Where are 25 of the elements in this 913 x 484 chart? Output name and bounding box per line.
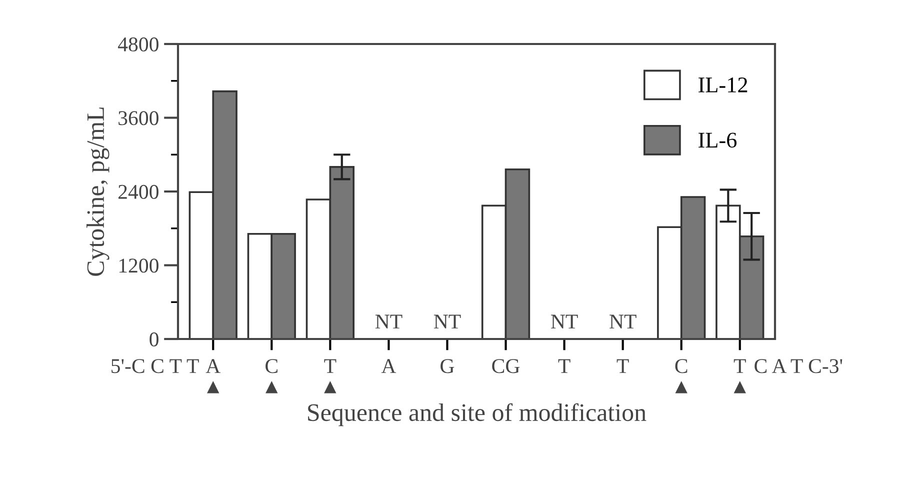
text: NT [375,314,402,328]
y-tick-label: 0 [150,332,158,346]
x-tick-label: T [558,359,570,373]
text: NT [610,314,636,328]
x-tick-label: G [440,359,454,374]
x-tick-label: T ▲ [734,359,746,394]
x-tick-label: CG [492,359,520,374]
y-axis-title: Cytokine, pg/mL [86,108,110,276]
x-tick-label: C ▲ [675,359,688,394]
x-axis-title: Sequence and site of modification [308,403,646,426]
x-tick-label: C ▲ [266,359,278,394]
legend-label: IL-12 [698,78,748,92]
text: C A T C-3' [754,359,842,374]
y-tick-label: 1200 [119,258,158,273]
x-tick-label: A ▲ [206,359,220,394]
x-tick-label: T [616,359,629,373]
y-tick-label: 4800 [118,37,158,52]
legend-label: IL-6 [698,132,737,148]
text: NT [551,314,578,328]
y-tick-label: 2400 [118,184,158,199]
x-tick-label: A [381,359,396,373]
text: 5'-C C T T [112,359,199,374]
text: NT [434,314,461,328]
x-tick-label: T ▲ [324,359,336,394]
y-tick-label: 3600 [118,111,158,126]
